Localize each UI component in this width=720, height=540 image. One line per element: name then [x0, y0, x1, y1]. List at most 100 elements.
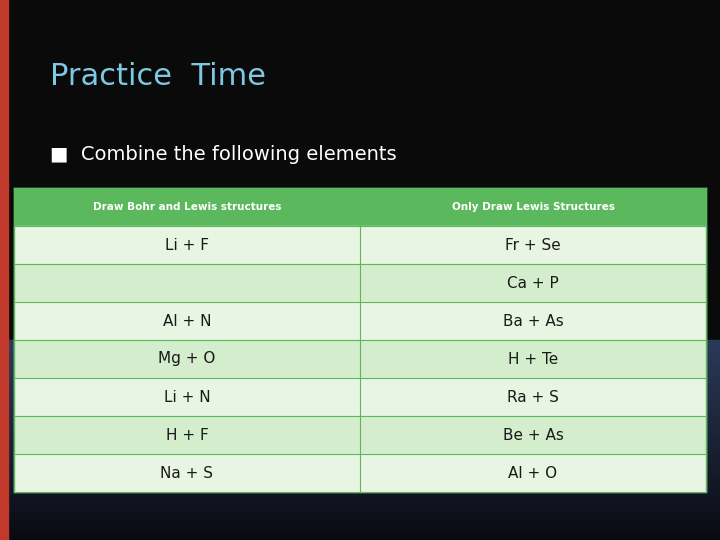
Bar	[0, 495, 720, 497]
Bar	[0, 453, 720, 455]
Bar	[0, 368, 720, 370]
Bar	[14, 264, 360, 302]
Bar	[0, 0, 8, 540]
Bar	[0, 380, 720, 382]
Bar	[0, 535, 720, 537]
Bar	[0, 413, 720, 415]
Text: Li + F: Li + F	[165, 238, 209, 253]
Text: Ca + P: Ca + P	[507, 275, 559, 291]
Text: Al + N: Al + N	[163, 314, 211, 328]
Bar	[0, 465, 720, 468]
Bar	[0, 442, 720, 445]
Text: Mg + O: Mg + O	[158, 352, 216, 367]
Bar	[0, 512, 720, 515]
Bar	[0, 517, 720, 520]
Bar	[0, 388, 720, 390]
Bar	[0, 382, 720, 385]
Bar	[0, 353, 720, 355]
Bar	[0, 525, 720, 528]
Bar	[0, 373, 720, 375]
Text: Draw Bohr and Lewis structures: Draw Bohr and Lewis structures	[93, 202, 282, 212]
Bar	[0, 375, 720, 377]
Bar	[0, 422, 720, 425]
Bar	[360, 302, 706, 340]
Bar	[0, 410, 720, 413]
Bar	[0, 428, 720, 430]
Bar	[0, 515, 720, 517]
Bar	[0, 470, 720, 472]
Text: Al + O: Al + O	[508, 465, 557, 481]
Bar	[0, 462, 720, 465]
Bar	[0, 468, 720, 470]
Bar	[0, 348, 720, 350]
Bar	[0, 528, 720, 530]
Bar	[0, 457, 720, 460]
Bar	[360, 340, 706, 378]
Bar	[360, 264, 706, 302]
Bar	[14, 416, 360, 454]
Bar	[14, 340, 360, 378]
Text: H + F: H + F	[166, 428, 208, 442]
Bar	[0, 397, 720, 400]
Bar	[0, 508, 720, 510]
Bar	[0, 440, 720, 442]
Text: H + Te: H + Te	[508, 352, 558, 367]
Bar	[360, 226, 706, 264]
Bar	[0, 448, 720, 450]
Bar	[0, 505, 720, 508]
Bar	[0, 537, 720, 540]
Text: Na + S: Na + S	[161, 465, 214, 481]
Bar	[14, 188, 706, 226]
Text: Ba + As: Ba + As	[503, 314, 563, 328]
Bar	[0, 365, 720, 368]
Bar	[0, 417, 720, 420]
Bar	[360, 416, 706, 454]
Bar	[0, 455, 720, 457]
Bar	[14, 302, 360, 340]
Bar	[0, 385, 720, 388]
Bar	[0, 483, 720, 485]
Bar	[14, 226, 360, 264]
Bar	[0, 492, 720, 495]
Bar	[0, 420, 720, 422]
Bar	[0, 437, 720, 440]
Bar	[0, 532, 720, 535]
Bar	[0, 480, 720, 483]
Bar	[0, 520, 720, 523]
Bar	[0, 350, 720, 353]
Bar	[14, 378, 360, 416]
Bar	[0, 472, 720, 475]
Bar	[0, 475, 720, 477]
Bar	[0, 390, 720, 393]
Bar	[0, 425, 720, 428]
Bar	[0, 510, 720, 512]
Text: Be + As: Be + As	[503, 428, 564, 442]
Bar	[0, 408, 720, 410]
Bar	[0, 430, 720, 433]
Bar	[0, 485, 720, 488]
Bar	[0, 445, 720, 448]
Bar	[0, 460, 720, 462]
Bar	[0, 355, 720, 357]
Bar	[14, 454, 360, 492]
Bar	[0, 415, 720, 417]
Bar	[0, 503, 720, 505]
Bar	[0, 370, 720, 373]
Text: Li + N: Li + N	[163, 389, 210, 404]
Text: Only Draw Lewis Structures: Only Draw Lewis Structures	[451, 202, 614, 212]
Bar	[0, 488, 720, 490]
Bar	[0, 435, 720, 437]
Bar	[0, 405, 720, 408]
Bar	[0, 530, 720, 532]
Bar	[360, 378, 706, 416]
Bar	[0, 490, 720, 492]
Bar	[0, 340, 720, 342]
Text: Fr + Se: Fr + Se	[505, 238, 561, 253]
Bar	[360, 454, 706, 492]
Text: Ra + S: Ra + S	[507, 389, 559, 404]
Text: ■  Combine the following elements: ■ Combine the following elements	[50, 145, 397, 164]
Bar	[0, 393, 720, 395]
Bar	[0, 500, 720, 503]
Bar	[0, 345, 720, 348]
Bar	[0, 477, 720, 480]
